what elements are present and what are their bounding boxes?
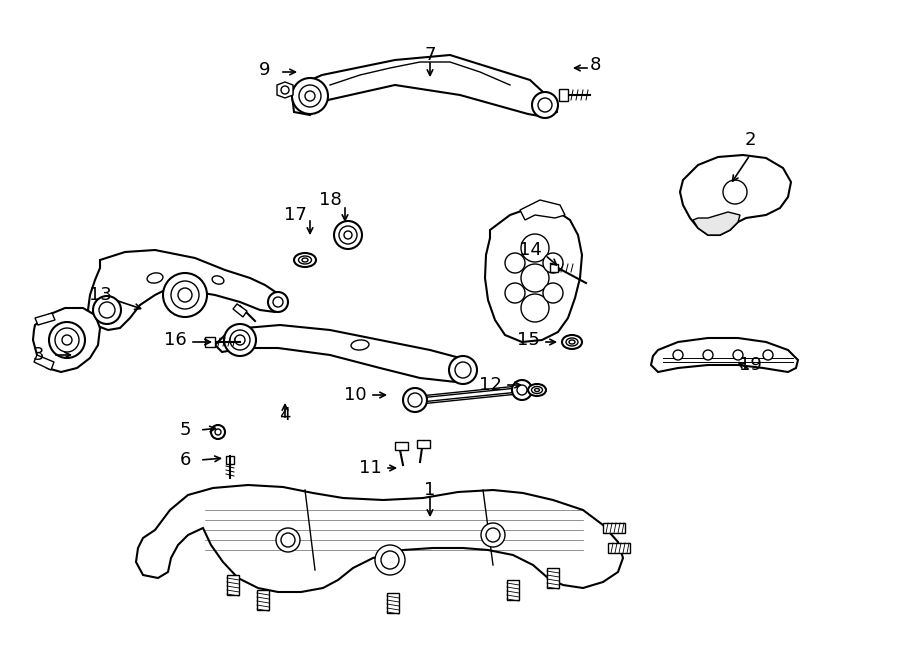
Text: 4: 4	[279, 406, 291, 424]
Circle shape	[449, 356, 477, 384]
Circle shape	[505, 283, 525, 303]
Ellipse shape	[212, 276, 224, 284]
Circle shape	[481, 523, 505, 547]
Polygon shape	[205, 337, 215, 347]
Text: 6: 6	[179, 451, 191, 469]
Polygon shape	[387, 593, 399, 613]
Text: 13: 13	[88, 286, 112, 304]
Polygon shape	[559, 89, 568, 101]
Polygon shape	[417, 440, 430, 448]
Polygon shape	[603, 523, 625, 533]
Circle shape	[543, 283, 563, 303]
Text: 10: 10	[344, 386, 366, 404]
Polygon shape	[651, 338, 798, 372]
Text: 12: 12	[479, 376, 501, 394]
Circle shape	[268, 292, 288, 312]
Text: 7: 7	[424, 46, 436, 64]
Polygon shape	[215, 325, 476, 382]
Polygon shape	[227, 575, 239, 595]
Polygon shape	[136, 485, 623, 592]
Polygon shape	[292, 55, 557, 117]
Circle shape	[211, 425, 225, 439]
Circle shape	[93, 296, 121, 324]
Ellipse shape	[147, 273, 163, 283]
Circle shape	[375, 545, 405, 575]
Polygon shape	[226, 456, 234, 464]
Circle shape	[703, 350, 713, 360]
Text: 15: 15	[517, 331, 539, 349]
Polygon shape	[547, 568, 559, 588]
Circle shape	[521, 294, 549, 322]
Text: 19: 19	[739, 356, 761, 374]
Circle shape	[763, 350, 773, 360]
Text: 16: 16	[164, 331, 186, 349]
Circle shape	[49, 322, 85, 358]
Circle shape	[276, 528, 300, 552]
Polygon shape	[608, 543, 630, 553]
Circle shape	[403, 388, 427, 412]
Ellipse shape	[351, 340, 369, 350]
Circle shape	[292, 78, 328, 114]
Circle shape	[505, 253, 525, 273]
Polygon shape	[680, 155, 791, 235]
Polygon shape	[34, 355, 54, 370]
Text: 5: 5	[179, 421, 191, 439]
Polygon shape	[33, 308, 100, 372]
Polygon shape	[88, 250, 285, 330]
Polygon shape	[277, 82, 293, 98]
Polygon shape	[520, 200, 565, 220]
Circle shape	[733, 350, 743, 360]
Circle shape	[512, 380, 532, 400]
Polygon shape	[507, 580, 519, 600]
Circle shape	[543, 253, 563, 273]
Ellipse shape	[562, 335, 582, 349]
Circle shape	[673, 350, 683, 360]
Text: 9: 9	[259, 61, 271, 79]
Ellipse shape	[528, 384, 546, 396]
Text: 11: 11	[358, 459, 382, 477]
Circle shape	[723, 180, 747, 204]
Text: 1: 1	[424, 481, 436, 499]
Circle shape	[521, 264, 549, 292]
Text: 2: 2	[744, 131, 756, 149]
Polygon shape	[233, 304, 247, 317]
Ellipse shape	[294, 253, 316, 267]
Circle shape	[532, 92, 558, 118]
Text: 17: 17	[284, 206, 306, 224]
Text: 8: 8	[590, 56, 600, 74]
Text: 18: 18	[319, 191, 341, 209]
Polygon shape	[485, 208, 582, 342]
Text: 14: 14	[518, 241, 542, 259]
Circle shape	[163, 273, 207, 317]
Polygon shape	[35, 313, 55, 325]
Polygon shape	[395, 442, 408, 450]
Circle shape	[224, 324, 256, 356]
Polygon shape	[693, 212, 740, 235]
Polygon shape	[550, 264, 558, 272]
Text: 3: 3	[32, 346, 44, 364]
Circle shape	[521, 234, 549, 262]
Polygon shape	[257, 590, 269, 610]
Circle shape	[334, 221, 362, 249]
